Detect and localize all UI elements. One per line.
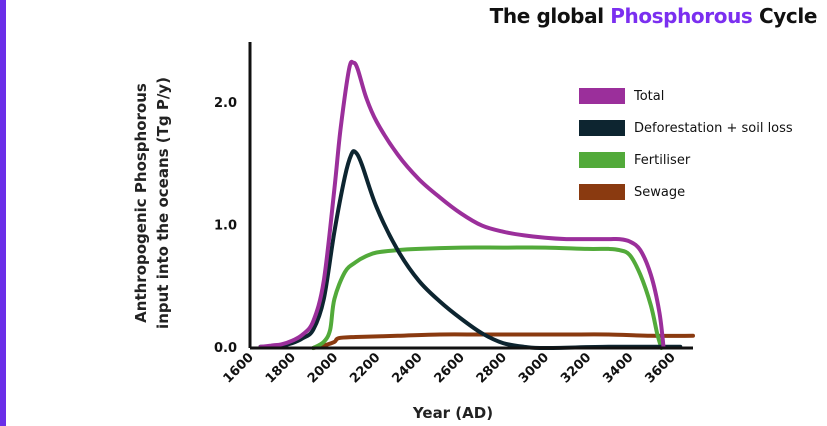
legend-swatch — [579, 152, 625, 168]
legend-label: Total — [633, 89, 664, 104]
y-axis-title-line-2: input into the oceans (Tg P/y) — [154, 77, 172, 329]
x-tick-label: 3200 — [558, 350, 594, 386]
x-tick-label: 2000 — [305, 350, 341, 386]
legend-label: Fertiliser — [634, 153, 691, 168]
legend-swatch — [579, 184, 625, 200]
x-tick-label: 3400 — [600, 350, 636, 386]
x-tick-label: 2200 — [347, 350, 383, 386]
legend-label: Deforestation + soil loss — [634, 121, 793, 136]
axes-layer — [248, 42, 693, 350]
y-axis-title-line-1: Anthropogenic Phosphorous — [132, 83, 150, 323]
chart-title: The global Phosphorous Cycle — [489, 4, 818, 28]
x-tick-label: 2600 — [432, 350, 468, 386]
series-layer — [258, 59, 695, 350]
y-tick-label: 0.0 — [214, 341, 237, 356]
x-tick-label: 2400 — [389, 350, 425, 386]
y-tick-label: 2.0 — [214, 96, 237, 111]
title-prefix: The global — [489, 4, 604, 28]
x-tick-label: 1800 — [263, 350, 299, 386]
series-line-fertiliser — [311, 245, 664, 350]
x-tick-label: 3000 — [516, 350, 552, 386]
x-tick-label: 3600 — [643, 350, 679, 386]
y-tick-label: 1.0 — [214, 219, 237, 234]
series-line-sewage — [311, 332, 695, 350]
left-accent-bar — [0, 0, 6, 426]
legend-swatch — [579, 120, 625, 136]
x-axis-title: Year (AD) — [412, 404, 493, 422]
title-suffix: Cycle — [759, 4, 817, 28]
legend: Total Deforestation + soil loss Fertiliser… — [579, 88, 793, 200]
legend-label: Sewage — [634, 185, 685, 200]
title-accent: Phosphorous — [610, 4, 753, 28]
x-tick-label: 2800 — [474, 350, 510, 386]
legend-swatch — [579, 88, 625, 104]
series-line-total — [258, 59, 666, 349]
